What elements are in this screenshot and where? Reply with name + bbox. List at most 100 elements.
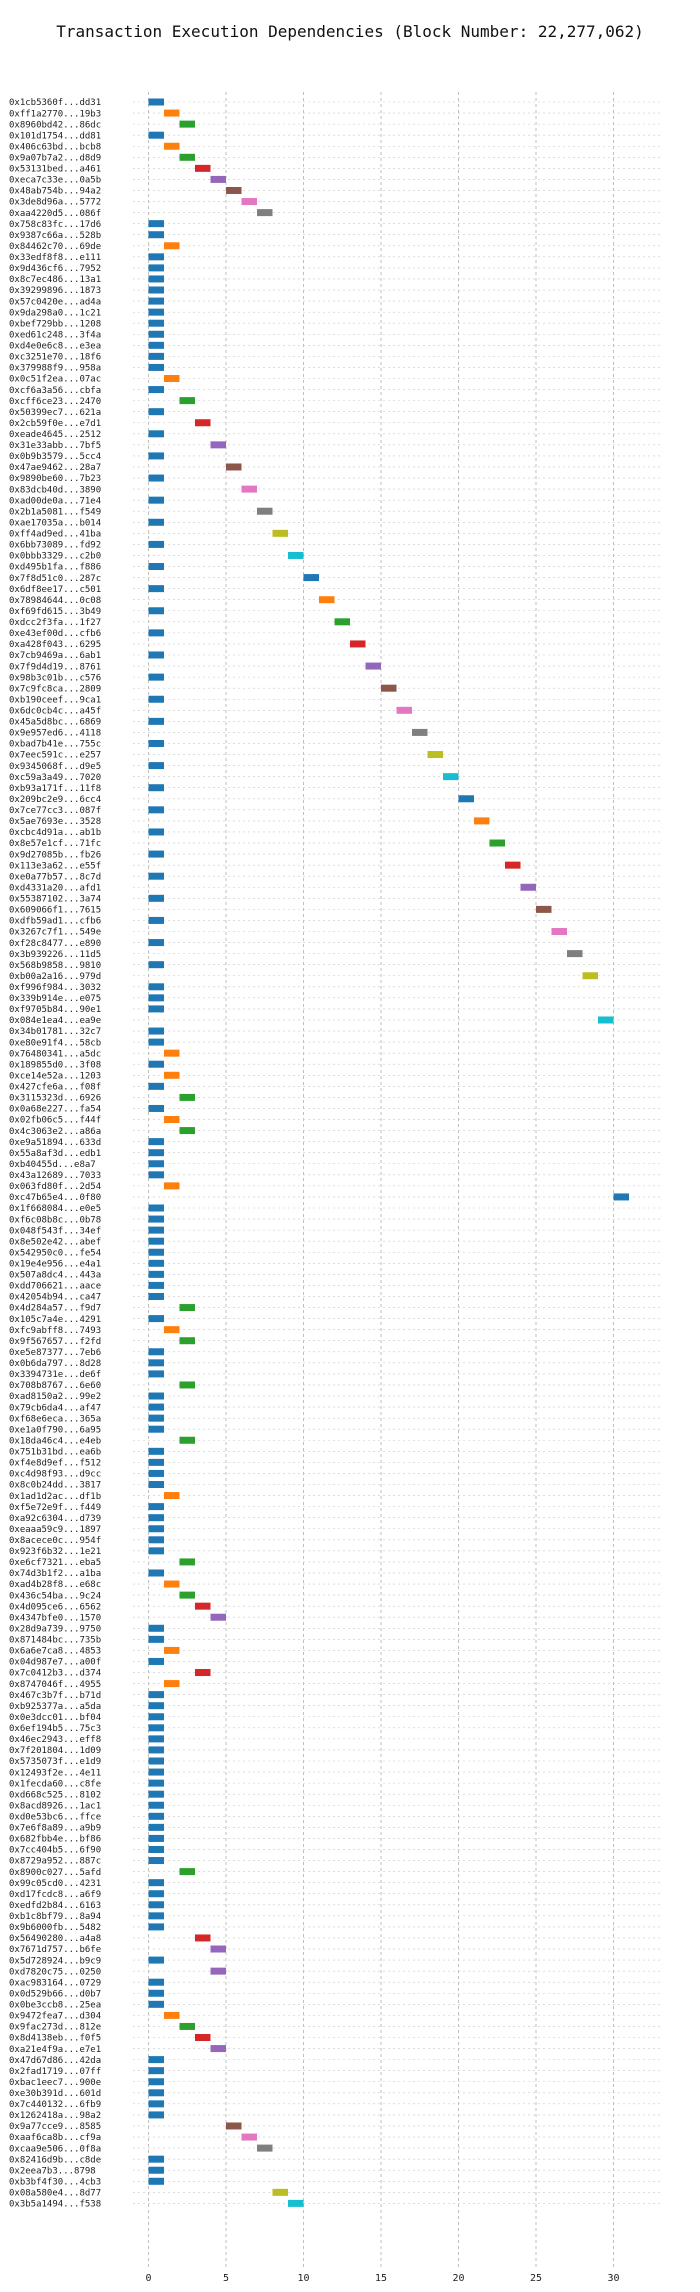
transaction-label: 0x83dcb40d...3890 [9, 485, 101, 495]
transaction-bar [148, 717, 164, 725]
transaction-label: 0x39299896...1873 [9, 286, 101, 296]
transaction-label: 0xbac1eec7...900e [9, 2078, 101, 2088]
transaction-label: 0x568b9858...9810 [9, 961, 101, 971]
transaction-label: 0x339b914e...e075 [9, 994, 101, 1004]
transaction-label: 0x3b5a1494...f538 [9, 2200, 101, 2210]
transaction-bar [148, 2100, 164, 2108]
transaction-label: 0x6bb73089...fd92 [9, 541, 101, 551]
transaction-bar [148, 1956, 164, 1964]
transaction-bar [148, 739, 164, 747]
transaction-bar [148, 1315, 164, 1323]
transaction-bar [148, 1779, 164, 1787]
transaction-bar [148, 220, 164, 228]
transaction-label: 0x9a07b7a2...d8d9 [9, 154, 101, 164]
transaction-label: 0x9472fea7...d304 [9, 2012, 101, 2022]
transaction-bar [148, 2067, 164, 2075]
transaction-bar [148, 2000, 164, 2008]
transaction-label: 0x1262418a...98a2 [9, 2111, 101, 2121]
transaction-label: 0x609066f1...7615 [9, 906, 101, 916]
transaction-bar [148, 2177, 164, 2185]
transaction-label: 0x379988f9...958a [9, 364, 101, 374]
transaction-bar [582, 972, 598, 980]
transaction-label: 0xd4331a20...afd1 [9, 883, 101, 893]
transaction-bar [164, 1326, 180, 1334]
transaction-bar [505, 861, 521, 869]
transaction-label: 0xed61c248...3f4a [9, 330, 101, 340]
transaction-label: 0x0d529b66...d0b7 [9, 1989, 101, 1999]
transaction-bar [148, 1082, 164, 1090]
transaction-bar [148, 916, 164, 924]
transaction-label: 0x0c51f2ea...07ac [9, 375, 101, 385]
transaction-label: 0xdcc2f3fa...1f27 [9, 618, 101, 628]
transaction-label: 0x2cb59f0e...e7d1 [9, 419, 101, 429]
transaction-bar [148, 1989, 164, 1997]
transaction-label: 0xdd706621...aace [9, 1282, 101, 1292]
transaction-bar [210, 1967, 226, 1975]
transaction-label: 0x9387c66a...528b [9, 231, 101, 241]
transaction-bar [148, 806, 164, 814]
transaction-bar [148, 264, 164, 272]
transaction-bar [179, 1558, 195, 1566]
transaction-label: 0xeade4645...2512 [9, 430, 101, 440]
transaction-label: 0x8960bd42...86dc [9, 120, 101, 130]
transaction-label: 0x9fac273d...812e [9, 2023, 101, 2033]
transaction-label: 0x8729a952...887c [9, 1857, 101, 1867]
transaction-label: 0x55387102...3a74 [9, 895, 101, 905]
transaction-label: 0xcbc4d91a...ab1b [9, 828, 101, 838]
transaction-label: 0xd495b1fa...f886 [9, 563, 101, 573]
transaction-bar [148, 1514, 164, 1522]
transaction-bar [148, 386, 164, 394]
transaction-label: 0x7f201804...1d09 [9, 1746, 101, 1756]
transaction-bar [148, 297, 164, 305]
transaction-bar [148, 894, 164, 902]
transaction-bar [148, 994, 164, 1002]
transaction-label: 0xb93a171f...11f8 [9, 784, 101, 794]
transaction-bar [148, 1447, 164, 1455]
transaction-bar [148, 2089, 164, 2097]
transaction-bar [148, 1536, 164, 1544]
transaction-bar [195, 419, 211, 427]
transaction-bar [164, 1646, 180, 1654]
transaction-bar [396, 706, 412, 714]
transaction-label: 0x53131bed...a461 [9, 165, 101, 175]
transaction-label: 0xd17fcdc8...a6f9 [9, 1890, 101, 1900]
transaction-label: 0x7eec591c...e257 [9, 751, 101, 761]
transaction-label: 0xcaa9e506...0f8a [9, 2144, 101, 2154]
transaction-bar [148, 1857, 164, 1865]
transaction-bar [148, 131, 164, 139]
transaction-label: 0xcff6ce23...2470 [9, 397, 101, 407]
transaction-bar [148, 1403, 164, 1411]
transaction-label: 0x7e6f8a89...a9b9 [9, 1824, 101, 1834]
transaction-label: 0x8acece0c...954f [9, 1536, 101, 1546]
transaction-bar [241, 485, 257, 493]
transaction-bar [148, 1812, 164, 1820]
transaction-bar [148, 2111, 164, 2119]
transaction-bar [148, 1757, 164, 1765]
transaction-bar [226, 463, 242, 471]
transaction-label: 0x209bc2e9...6cc4 [9, 795, 101, 805]
transaction-bar [148, 1823, 164, 1831]
transaction-bar [148, 585, 164, 593]
transaction-bar [210, 441, 226, 449]
transaction-bar [195, 164, 211, 172]
transaction-bar [148, 1204, 164, 1212]
transaction-bar [148, 2056, 164, 2064]
transaction-label: 0xc59a3a49...7020 [9, 773, 101, 783]
transaction-bar [148, 1735, 164, 1743]
transaction-bar [179, 397, 195, 405]
transaction-bar [148, 2078, 164, 2086]
transaction-label: 0x08a580e4...8d77 [9, 2189, 101, 2199]
transaction-label: 0x8d4138eb...f0f5 [9, 2034, 101, 2044]
transaction-label: 0x79cb6da4...af47 [9, 1403, 101, 1413]
transaction-label: 0xaaf6ca8b...cf9a [9, 2133, 101, 2143]
transaction-bar [148, 1713, 164, 1721]
transaction-bar [164, 1049, 180, 1057]
transaction-label: 0x0e3dcc01...bf04 [9, 1713, 101, 1723]
transaction-bar [179, 1381, 195, 1389]
transaction-label: 0x6a6e7ca8...4853 [9, 1647, 101, 1657]
transaction-bar [179, 1436, 195, 1444]
transaction-label: 0xb190ceef...9ca1 [9, 695, 101, 705]
transaction-label: 0x063fd80f...2d54 [9, 1182, 101, 1192]
transaction-label: 0x682fbb4e...bf86 [9, 1835, 101, 1845]
transaction-bar [148, 363, 164, 371]
